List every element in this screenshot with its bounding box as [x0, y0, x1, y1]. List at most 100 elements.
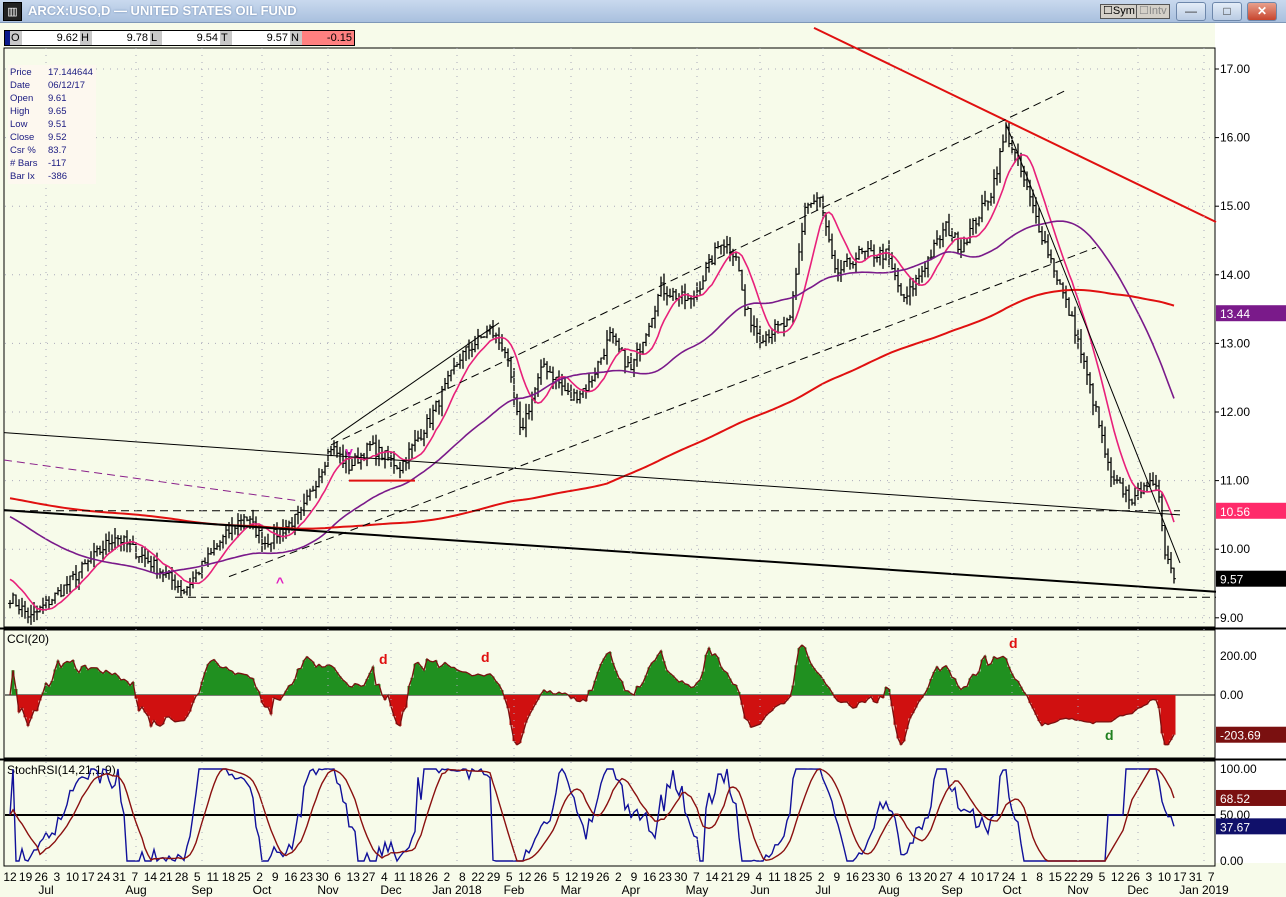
sym-toggle[interactable]: ☐Sym [1100, 4, 1138, 19]
stoch-value-bg [1216, 789, 1286, 806]
last-value: 9.57 [266, 32, 288, 44]
net-label: N [290, 31, 302, 45]
ma-fast-line [9, 154, 1175, 611]
info-key: Csr % [10, 145, 36, 156]
x-month-label: Jan 2018 [432, 883, 482, 897]
high-value: 9.78 [126, 32, 148, 44]
x-day-tick: 21 [721, 870, 735, 884]
x-month-label: Jun [750, 883, 769, 897]
ohlc-marker [5, 31, 10, 45]
x-day-tick: 9 [833, 870, 840, 884]
open-value: 9.62 [56, 32, 78, 44]
stoch-value-bg [1216, 818, 1286, 835]
x-day-tick: 17 [81, 870, 95, 884]
trendline-purple-dash [3, 459, 302, 502]
info-row: Bar Ix -386 [10, 170, 94, 183]
x-day-tick: 2 [256, 870, 263, 884]
x-day-tick: 22 [1064, 870, 1078, 884]
x-day-tick: 10 [1158, 870, 1172, 884]
x-day-tick: 12 [565, 870, 579, 884]
title-bar: ▥ ARCX:USO,D — UNITED STATES OIL FUND ☐S… [0, 0, 1286, 23]
app-icon: ▥ [3, 2, 22, 21]
x-day-tick: 26 [425, 870, 439, 884]
price-label: 10.56 [1220, 505, 1250, 519]
info-value: 9.65 [48, 106, 67, 117]
minimize-button[interactable]: — [1176, 2, 1206, 21]
info-value: 9.61 [48, 93, 67, 104]
x-day-tick: 13 [347, 870, 361, 884]
x-day-tick: 9 [272, 870, 279, 884]
x-day-tick: 7 [131, 870, 138, 884]
x-month-label: Nov [1067, 883, 1088, 897]
x-month-label: Sep [191, 883, 213, 897]
stoch-value-label: 37.67 [1220, 820, 1250, 834]
x-day-tick: 5 [1099, 870, 1106, 884]
x-day-tick: 30 [315, 870, 329, 884]
info-key: Close [10, 132, 35, 143]
info-row: Close 9.52 [10, 131, 94, 144]
x-day-tick: 31 [113, 870, 127, 884]
info-row: Low 9.51 [10, 118, 94, 131]
x-day-tick: 3 [53, 870, 60, 884]
ohlc-bar: O 9.62 H 9.78 L 9.54 T 9.57 N -0.15 [4, 30, 355, 46]
cci-annotation: d [379, 651, 388, 667]
x-day-tick: 10 [971, 870, 985, 884]
cci-tick-label: 200.00 [1220, 649, 1257, 663]
x-day-tick: 26 [534, 870, 548, 884]
x-day-tick: 26 [35, 870, 49, 884]
x-day-tick: 25 [799, 870, 813, 884]
x-day-tick: 10 [66, 870, 80, 884]
x-day-tick: 2 [443, 870, 450, 884]
x-month-label: Dec [1127, 883, 1148, 897]
y-tick-label: 17.00 [1220, 62, 1250, 76]
x-day-tick: 8 [1036, 870, 1043, 884]
cci-annotation: d [481, 649, 490, 665]
cci-annotation: d [1009, 635, 1018, 651]
panel-frame-2 [3, 760, 1216, 867]
x-day-tick: 6 [334, 870, 341, 884]
y-tick-label: 13.00 [1220, 336, 1250, 350]
x-month-label: Sep [941, 883, 963, 897]
info-value: 9.52 [48, 132, 67, 143]
price-label-bg [1216, 570, 1286, 587]
x-month-label: May [686, 883, 709, 897]
x-day-tick: 11 [768, 870, 781, 884]
low-value: 9.54 [196, 32, 218, 44]
x-day-tick: 18 [409, 870, 423, 884]
info-key: Bar Ix [10, 171, 35, 182]
maximize-button[interactable]: □ [1212, 2, 1242, 21]
x-month-label: Oct [1003, 883, 1022, 897]
x-day-tick: 5 [506, 870, 513, 884]
x-day-tick: 16 [846, 870, 860, 884]
x-day-tick: 4 [958, 870, 965, 884]
info-value: 17.144644 [48, 67, 93, 78]
x-day-tick: 17 [986, 870, 1000, 884]
close-button[interactable]: ✕ [1247, 2, 1277, 21]
x-day-tick: 18 [783, 870, 797, 884]
x-day-tick: 29 [487, 870, 501, 884]
x-day-tick: 15 [1049, 870, 1063, 884]
x-day-tick: 31 [1189, 870, 1203, 884]
annotation-mark: v [345, 444, 353, 460]
x-day-tick: 14 [144, 870, 158, 884]
trendline-channel-upper [330, 89, 1067, 446]
high-label: H [80, 31, 92, 45]
x-day-tick: 30 [877, 870, 891, 884]
chart-background [0, 23, 1286, 897]
x-month-label: Nov [317, 883, 338, 897]
x-day-tick: 17 [1173, 870, 1187, 884]
last-label: T [220, 31, 232, 45]
info-row: High 9.65 [10, 105, 94, 118]
x-day-tick: 12 [1111, 870, 1125, 884]
x-day-tick: 11 [394, 870, 407, 884]
stochrsi-label: StochRSI(14,21,1,9) [7, 763, 116, 777]
x-month-label: Mar [561, 883, 582, 897]
y-tick-label: 15.00 [1220, 199, 1250, 213]
info-key: Date [10, 80, 31, 91]
x-month-label: Jul [815, 883, 830, 897]
open-label: O [10, 31, 22, 45]
price-label-bg [1216, 502, 1286, 519]
x-month-label: Jul [38, 883, 53, 897]
intv-toggle[interactable]: ☐Intv [1136, 4, 1170, 19]
